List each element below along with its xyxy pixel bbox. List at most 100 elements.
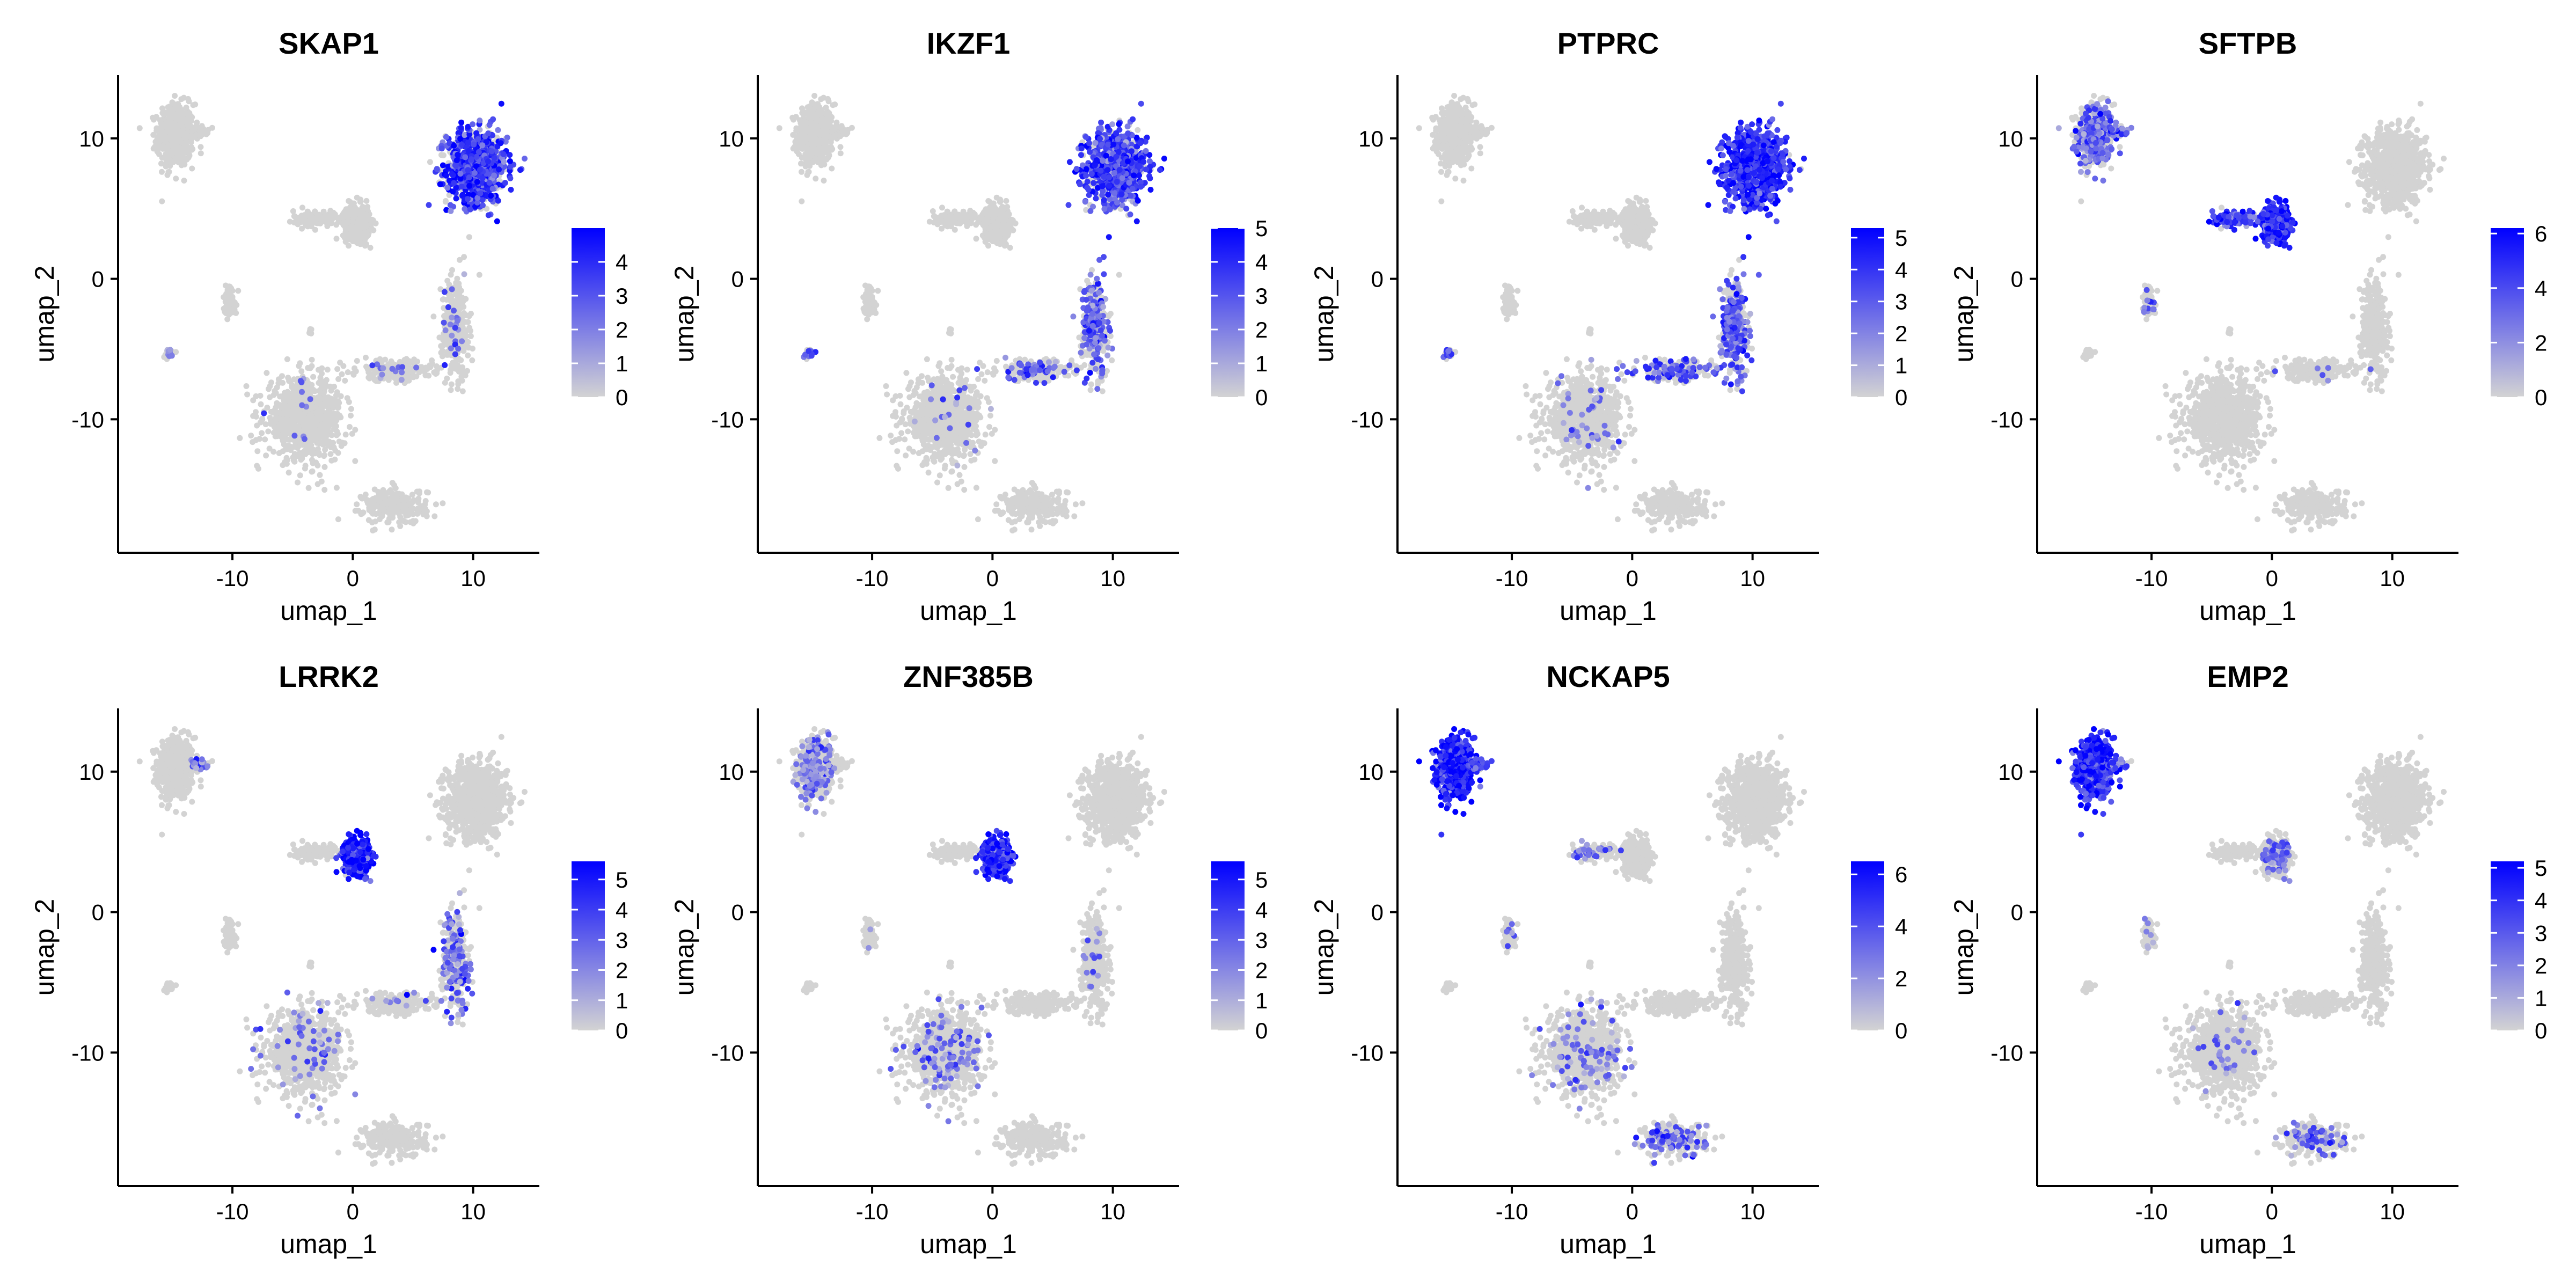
cell-point: [204, 130, 210, 136]
cell-point: [325, 367, 331, 372]
cell-point: [448, 272, 454, 277]
cell-point: [448, 208, 453, 214]
cell-point: [379, 513, 385, 519]
cell-point: [309, 357, 315, 363]
cell-point: [455, 318, 460, 324]
cell-point: [318, 428, 324, 434]
cell-point: [470, 121, 475, 127]
cell-point: [405, 362, 411, 368]
cell-point: [350, 213, 356, 218]
cell-point: [365, 500, 371, 506]
cell-point: [431, 514, 437, 519]
cell-point: [433, 501, 439, 507]
cell-point: [451, 143, 457, 149]
cell-point: [267, 383, 273, 389]
cell-point: [337, 360, 343, 365]
cell-point: [441, 152, 447, 158]
cell-point: [332, 214, 338, 220]
cell-point: [444, 278, 450, 284]
cell-point: [253, 409, 259, 415]
cell-point: [159, 199, 165, 204]
cell-point: [360, 223, 366, 229]
cell-point: [262, 436, 268, 442]
cell-point: [198, 144, 204, 150]
cell-point: [313, 219, 319, 225]
cell-point: [137, 125, 143, 131]
cell-point: [248, 433, 254, 438]
cell-point: [363, 198, 369, 204]
cell-point: [353, 368, 359, 374]
cell-point: [346, 236, 352, 242]
cell-point: [468, 311, 474, 317]
cell-point: [994, 208, 1000, 214]
cell-point: [322, 415, 328, 421]
cell-point: [192, 101, 198, 107]
cell-point: [171, 159, 177, 165]
y-tick-label: 0: [92, 267, 104, 292]
cell-point: [188, 118, 194, 124]
cell-point: [495, 198, 501, 204]
cell-point: [275, 431, 281, 437]
cell-point: [997, 216, 1003, 222]
cell-point: [357, 230, 363, 236]
cell-point: [397, 523, 403, 529]
cell-point: [298, 457, 304, 463]
cell-point: [939, 204, 945, 210]
cell-point: [453, 280, 459, 286]
cell-point: [443, 199, 449, 204]
cell-point: [291, 213, 297, 219]
cell-point: [321, 487, 327, 493]
cell-point: [164, 111, 170, 116]
cell-point: [295, 423, 301, 429]
cell-point: [440, 500, 445, 506]
cell-point: [172, 101, 178, 107]
cell-point: [385, 500, 391, 506]
cell-point: [449, 171, 455, 177]
cell-point: [382, 494, 388, 500]
scatter-points: [137, 93, 528, 533]
cell-point: [393, 485, 399, 491]
cell-point: [181, 178, 187, 184]
cell-point: [407, 519, 413, 525]
cell-point: [486, 213, 492, 218]
colorbar-legend: 43210: [572, 228, 628, 410]
cell-point: [286, 430, 291, 436]
cell-point: [801, 131, 807, 137]
cell-point: [460, 389, 466, 394]
cell-point: [289, 418, 295, 423]
cell-point: [276, 450, 282, 456]
cell-point: [449, 382, 455, 387]
cell-point: [828, 118, 834, 124]
cell-point: [345, 369, 351, 375]
cell-point: [310, 374, 316, 380]
cell-point: [255, 466, 261, 472]
cell-point: [974, 236, 979, 241]
cell-point: [813, 175, 818, 181]
cell-point: [321, 209, 327, 215]
cell-point: [507, 164, 513, 170]
cell-point: [302, 425, 308, 430]
cell-point: [309, 457, 315, 463]
cell-point: [159, 169, 165, 175]
cell-point: [335, 405, 341, 411]
cell-point: [261, 411, 267, 416]
cell-point: [443, 134, 449, 140]
cell-point: [292, 454, 298, 460]
cell-point: [458, 125, 464, 131]
cell-point: [997, 230, 1002, 236]
cell-point: [394, 496, 400, 502]
cell-point: [413, 364, 419, 370]
cell-point: [348, 413, 354, 419]
cell-point: [396, 491, 402, 497]
cell-point: [244, 383, 250, 389]
cell-point: [490, 116, 496, 122]
cell-point: [443, 173, 449, 179]
cell-point: [308, 416, 313, 422]
cell-point: [990, 213, 996, 218]
cell-point: [440, 163, 446, 169]
cell-point: [415, 496, 421, 502]
cell-point: [320, 439, 326, 445]
cell-point: [448, 387, 454, 393]
cell-point: [380, 365, 386, 371]
cell-point: [310, 469, 316, 474]
